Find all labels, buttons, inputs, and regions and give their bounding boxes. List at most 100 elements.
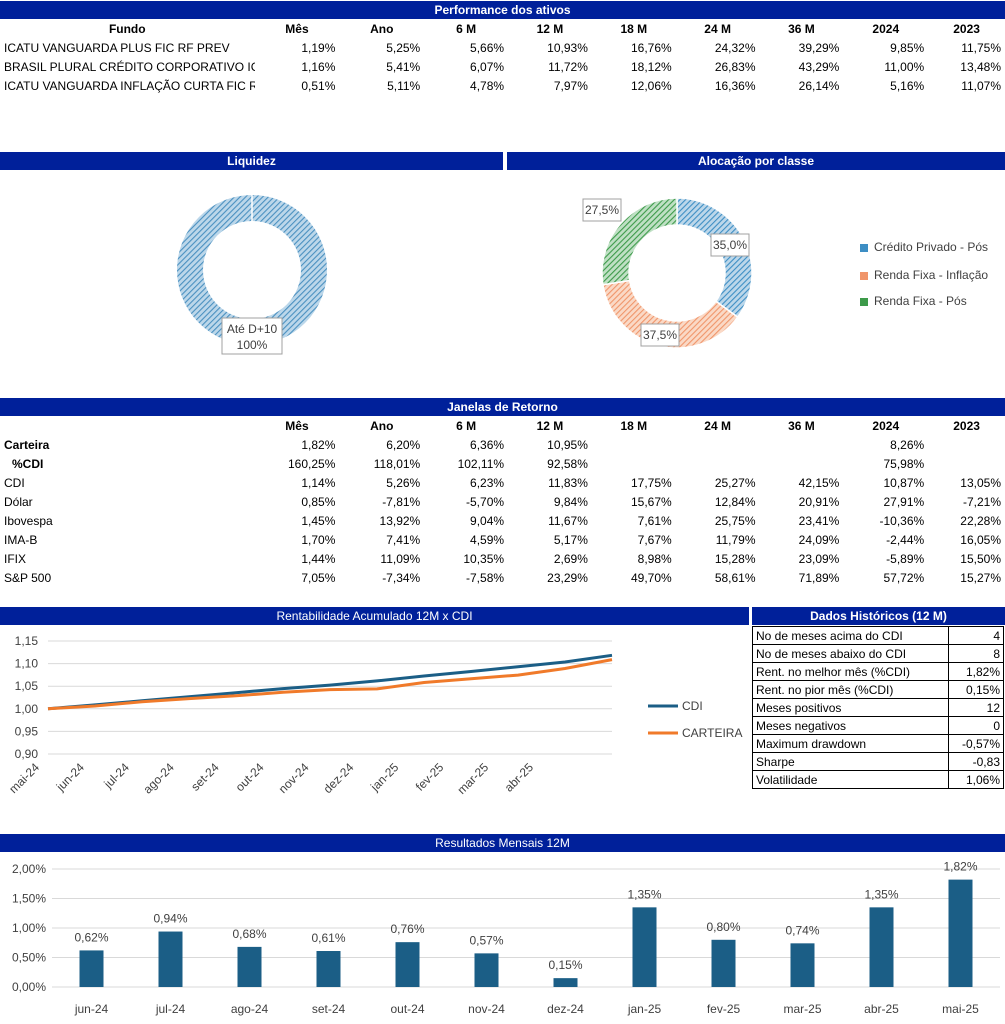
historico-row: Meses positivos 12 [751,698,1004,717]
janelas-row: CDI 1,14% 5,26% 6,23% 11,83% 17,75% 25,27% 42,1… [0,473,1005,492]
y-tick-label: 1,00 [15,702,39,716]
bar-data-label: 1,35% [627,887,661,901]
performance-title: Performance dos ativos [0,1,1005,19]
liquidez-label-line2: 100% [237,338,268,352]
historico-row: Rent. no pior mês (%CDI) 0,15% [751,680,1004,699]
historico-value: 0,15% [948,680,1004,699]
janelas-cell: 160,25% [288,456,336,471]
janelas-cell: 23,09% [798,551,840,566]
x-tick-label: set-24 [188,760,222,794]
janelas-cell [592,454,676,473]
x-tick-label: mar-25 [454,760,491,797]
historico-row: Volatilidade 1,06% [751,770,1004,789]
performance-cell: 11,75% [961,40,1001,55]
janelas-cell: 58,61% [714,570,756,585]
y-tick-label: 1,15 [15,634,39,648]
x-tick-label: abr-25 [502,760,537,795]
janelas-cell: -5,70% [466,494,505,509]
performance-col-header: Fundo [108,21,146,36]
historico-label: No de meses acima do CDI [751,626,950,645]
alocacao-slice-label: 27,5% [585,203,619,217]
janelas-cell: 1,82% [301,437,336,452]
x-tick-label: out-24 [390,1002,424,1016]
janelas-row-label: S&P 500 [4,570,52,585]
rentabilidade-line-chart: 0,90 0,95 1,00 1,05 1,10 1,15 mai-24 jun-24 jul-… [6,634,742,797]
historico-value: 12 [948,698,1004,717]
performance-row: ICATU VANGUARDA INFLAÇÃO CURTA FIC R 0,51… [0,76,1005,95]
y-tick-label: 1,00% [12,921,46,935]
performance-col-header: Ano [370,21,394,36]
liquidez-label-line1: Até D+10 [227,322,278,336]
bar-data-label: 0,61% [311,931,345,945]
janelas-cell: -5,89% [886,551,925,566]
janelas-cell: 24,09% [798,532,840,547]
x-tick-label: ago-24 [231,1002,269,1016]
historico-title: Dados Históricos (12 M) [752,607,1005,625]
janelas-cell: 0,85% [301,494,336,509]
janelas-row-label: Dólar [4,494,33,509]
janelas-title: Janelas de Retorno [0,398,1005,416]
bar [869,907,894,987]
x-tick-label: nov-24 [276,760,312,796]
resultados-title: Resultados Mensais 12M [0,834,1005,852]
janelas-col-header: 24 M [704,418,731,433]
performance-cell: 0,51% [301,78,336,93]
janelas-cell: 16,05% [960,532,1001,547]
x-tick-label: jun-24 [74,1002,109,1016]
janelas-cell: 6,20% [386,437,421,452]
legend-item: Renda Fixa - Inflação [860,268,988,282]
janelas-cell: 10,87% [883,475,925,490]
janelas-cell: 25,75% [714,513,756,528]
legend-item: Crédito Privado - Pós [860,240,988,254]
y-tick-label: 0,00% [12,980,46,994]
janelas-cell: 7,41% [386,532,421,547]
historico-row: No de meses abaixo do CDI 8 [751,644,1004,663]
bar [395,942,420,987]
performance-cell: 12,06% [631,78,672,93]
y-tick-label: 0,90 [15,747,39,761]
janelas-cell: 1,70% [301,532,336,547]
janelas-cell: 102,11% [457,456,505,471]
janelas-cell [760,454,844,473]
janelas-row: Ibovespa 1,45% 13,92% 9,04% 11,67% 7,61% 25,75… [0,511,1005,530]
bar [553,978,578,987]
bar [711,939,736,987]
janelas-cell: -10,36% [879,513,925,528]
janelas-cell: 9,04% [470,513,505,528]
alocacao-slice-label: 35,0% [713,238,747,252]
historico-label: Meses negativos [751,716,950,735]
liquidez-donut-chart: Até D+10 100% [176,194,328,355]
liquidez-ring [176,194,328,346]
janelas-cell: -7,58% [466,570,505,585]
janelas-cell: 11,79% [715,532,756,547]
y-tick-label: 2,00% [12,862,46,876]
janelas-cell [676,454,760,473]
historico-value: -0,57% [948,734,1004,753]
janelas-cell: 12,84% [714,494,756,509]
performance-cell: 13,48% [960,59,1001,74]
liquidez-title: Liquidez [0,152,503,170]
performance-cell: 16,36% [714,78,756,93]
bar-data-label: 0,15% [548,958,582,972]
janelas-row-label: %CDI [12,456,44,471]
alocacao-donut-chart: 35,0% 37,5% 27,5% [582,197,753,349]
fund-name: BRASIL PLURAL CRÉDITO CORPORATIVO ICA [4,59,255,74]
historico-value: -0,83 [948,752,1004,771]
x-tick-label: set-24 [312,1002,346,1016]
historico-label: Volatilidade [751,770,950,789]
performance-row: ICATU VANGUARDA PLUS FIC RF PREV 1,19% 5,2… [0,38,1005,57]
performance-cell: 24,32% [714,40,756,55]
rentabilidade-title: Rentabilidade Acumulado 12M x CDI [0,607,749,625]
janelas-col-header: Ano [370,418,394,433]
y-tick-label: 1,05 [15,679,39,693]
bar [632,907,657,987]
janelas-cell: -7,34% [382,570,421,585]
janelas-cell: 8,26% [890,437,925,452]
alocacao-title: Alocação por classe [507,152,1005,170]
janelas-row: %CDI 160,25% 118,01% 102,11% 92,58% 75,98% [0,454,1005,473]
janelas-row-label: CDI [4,475,25,490]
janelas-cell: 10,35% [463,551,505,566]
historico-value: 0 [948,716,1004,735]
legend-label: Renda Fixa - Pós [874,294,967,308]
janelas-cell: 6,36% [470,437,505,452]
